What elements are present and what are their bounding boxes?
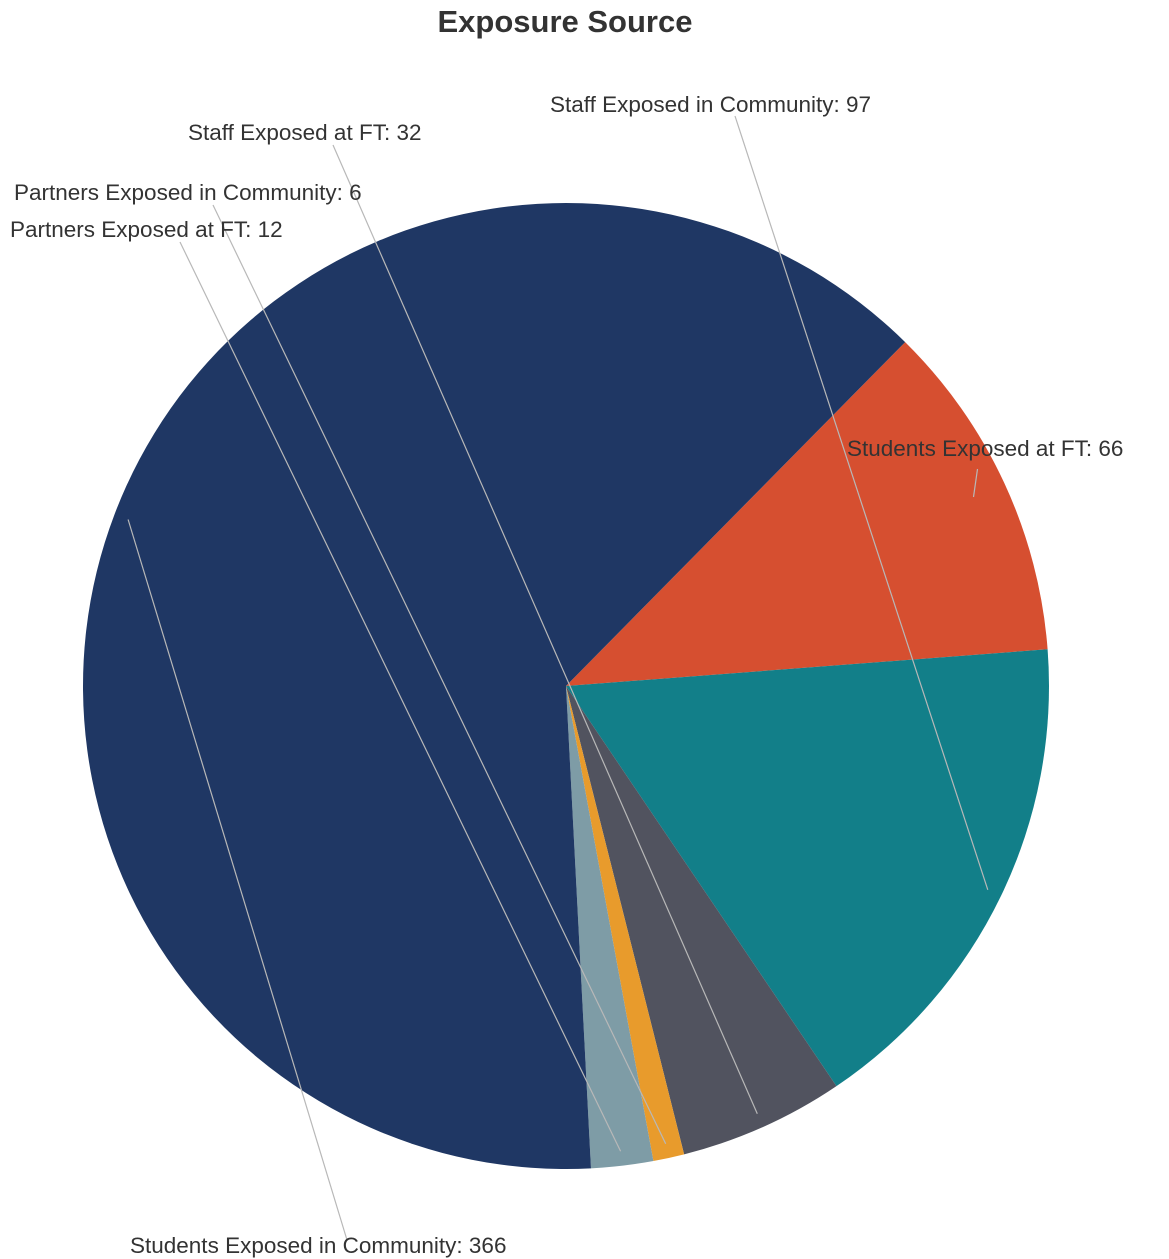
leader-line — [127, 519, 348, 1241]
slice-data-label: Partners Exposed at FT: 12 — [10, 217, 283, 242]
pie-slice-partners-exposed-in-community[interactable] — [566, 686, 685, 1162]
leader-line — [179, 241, 622, 1152]
slice-data-label: Staff Exposed in Community: 97 — [550, 92, 871, 117]
chart-title: Exposure Source — [437, 4, 693, 39]
leader-line — [972, 468, 979, 498]
pie-slice-students-exposed-in-community[interactable] — [82, 202, 906, 1169]
pie-slice-staff-exposed-at-ft[interactable] — [566, 686, 837, 1155]
slice-data-label: Staff Exposed at FT: 32 — [188, 120, 421, 145]
slice-data-label: Students Exposed in Community: 366 — [130, 1233, 506, 1258]
pie-slice-partners-exposed-at-ft[interactable] — [566, 686, 654, 1169]
pie-slice-staff-exposed-in-community[interactable] — [566, 649, 1050, 1087]
leader-line — [734, 115, 989, 890]
leader-line — [332, 144, 758, 1114]
slice-data-label: Partners Exposed in Community: 6 — [14, 180, 362, 205]
slice-data-label: Students Exposed at FT: 66 — [847, 436, 1123, 461]
pie-slice-students-exposed-at-ft[interactable] — [566, 342, 1048, 686]
leader-line — [212, 204, 667, 1145]
